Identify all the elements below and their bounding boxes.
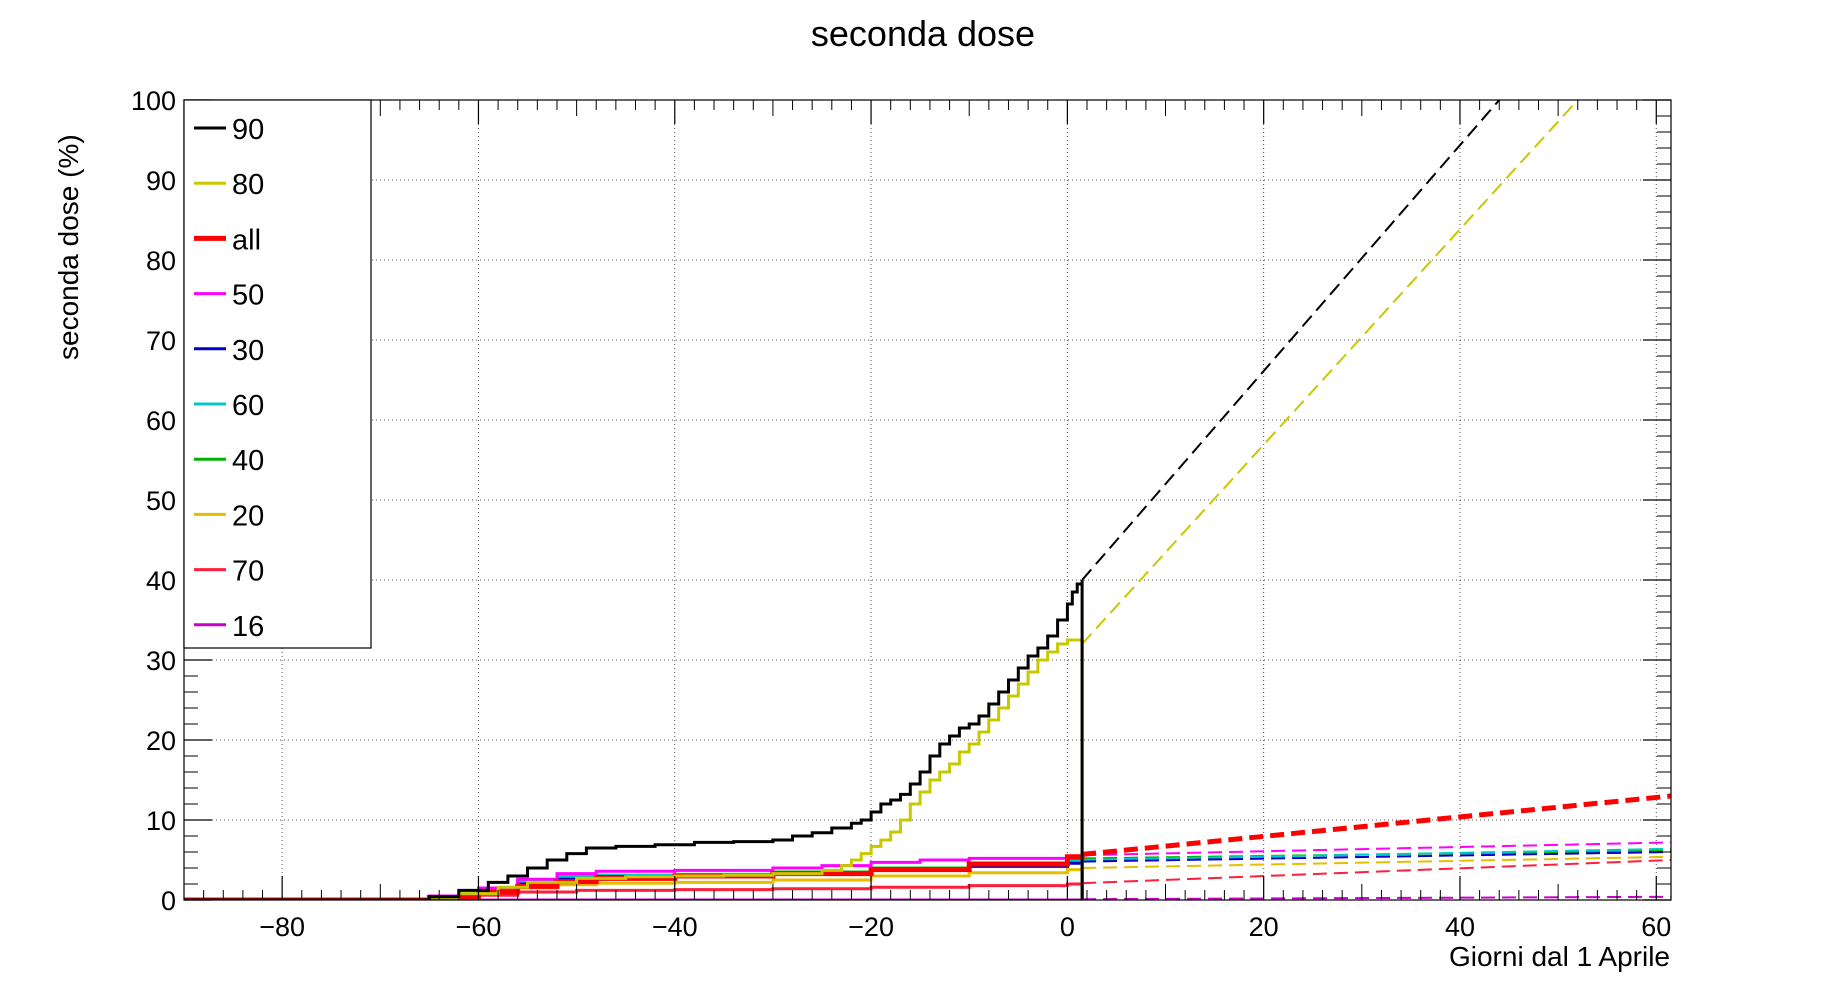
y-axis-title: seconda dose (%) (53, 134, 84, 360)
legend-label-20: 20 (232, 500, 264, 532)
x-tick-label: −60 (456, 912, 502, 942)
x-tick-label: 40 (1445, 912, 1475, 942)
x-tick-label: −20 (848, 912, 894, 942)
y-tick-label: 60 (146, 406, 176, 436)
tick-labels: −80 −60 −40 −20 0 20 40 60 0 10 20 30 40 50 60 70 80 90 10… (131, 86, 1671, 942)
series-90-line (184, 580, 1084, 900)
series-all-line (184, 854, 1085, 900)
legend-label-80: 80 (232, 169, 264, 201)
x-tick-label: −40 (652, 912, 698, 942)
y-tick-label: 40 (146, 566, 176, 596)
series-50-projection (1082, 841, 1671, 857)
legend-label-30: 30 (232, 335, 264, 367)
y-tick-label: 20 (146, 726, 176, 756)
chart-title: seconda dose (811, 13, 1035, 54)
legend-label-50: 50 (232, 280, 264, 312)
x-tick-label: 20 (1249, 912, 1279, 942)
x-tick-label: 0 (1060, 912, 1075, 942)
legend-label-60: 60 (232, 390, 264, 422)
series-20-projection (1082, 855, 1671, 869)
x-tick-label: 60 (1641, 912, 1671, 942)
legend-label-70: 70 (232, 556, 264, 588)
series-80-projection (1081, 100, 1579, 645)
legend-box (183, 99, 372, 649)
x-axis-title: Giorni dal 1 Aprile (1449, 941, 1670, 972)
legend: 90 80 all 50 30 60 40 20 70 16 (183, 99, 372, 649)
legend-label-16: 16 (232, 611, 264, 643)
y-tick-label: 100 (131, 86, 176, 116)
y-tick-label: 10 (146, 806, 176, 836)
series-16-projection (1082, 895, 1671, 900)
y-tick-label: 80 (146, 246, 176, 276)
legend-label-90: 90 (232, 114, 264, 146)
series-30-projection (1082, 851, 1671, 863)
y-tick-label: 30 (146, 646, 176, 676)
legend-label-all: all (232, 224, 261, 256)
legend-label-40: 40 (232, 445, 264, 477)
y-tick-label: 70 (146, 326, 176, 356)
x-tick-label: −80 (259, 912, 305, 942)
y-tick-label: 50 (146, 486, 176, 516)
series-60-projection (1082, 847, 1671, 861)
series-all-projection (1081, 793, 1671, 857)
series-90-projection (1081, 100, 1500, 581)
series-80-line (184, 638, 1084, 900)
y-tick-label: 0 (161, 886, 176, 916)
series-70-projection (1082, 859, 1671, 885)
y-tick-label: 90 (146, 166, 176, 196)
